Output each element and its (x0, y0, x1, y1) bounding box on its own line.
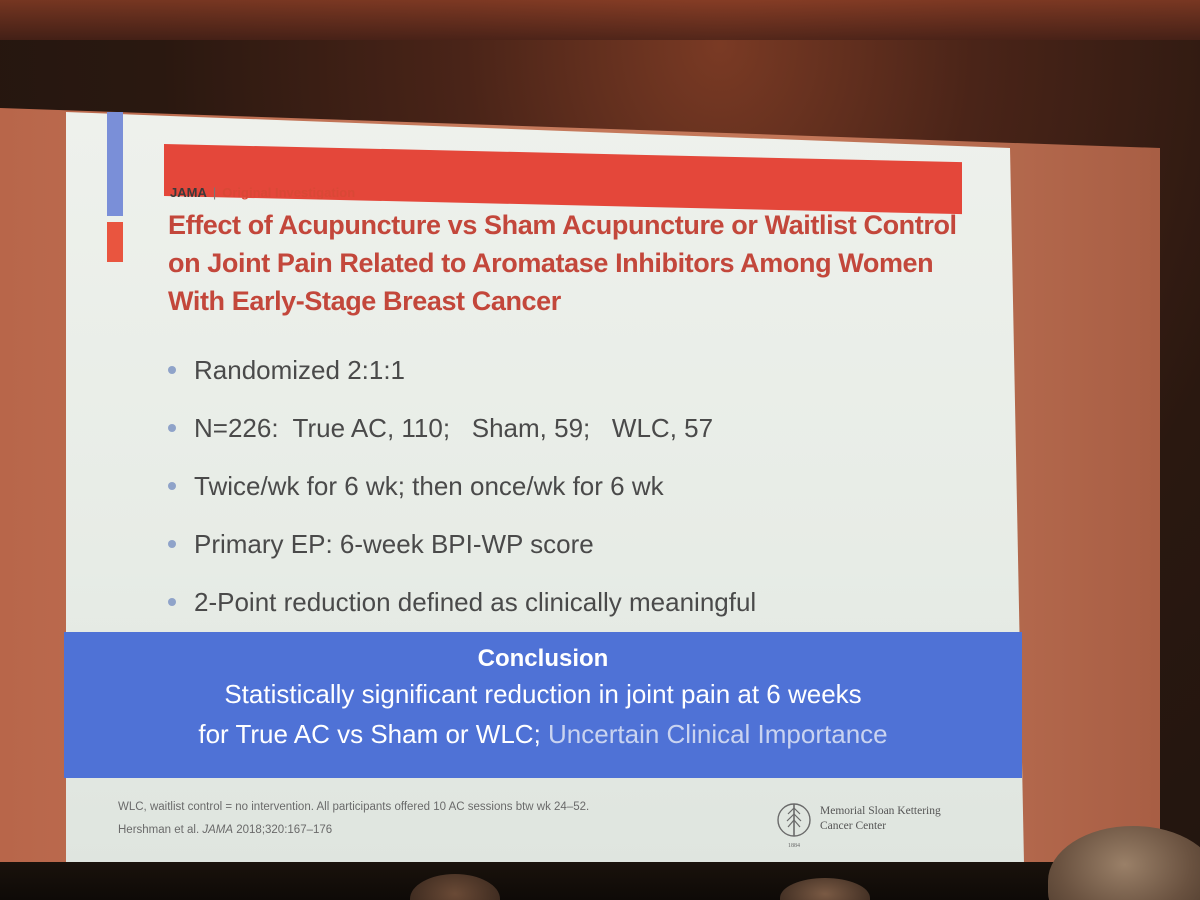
logo-year: 1884 (788, 843, 800, 849)
conclusion-line-2-main: for True AC vs Sham or WLC; (198, 719, 549, 749)
bullet-text: N=226: True AC, 110; Sham, 59; WLC, 57 (194, 413, 714, 443)
logo-name-line-2: Cancer Center (820, 820, 887, 832)
bullet-list: Randomized 2:1:1 N=226: True AC, 110; Sh… (166, 350, 986, 640)
bullet-text: Twice/wk for 6 wk; then once/wk for 6 wk (194, 471, 664, 501)
journal-name: JAMA (170, 185, 207, 200)
conclusion-line-2-muted: Uncertain Clinical Importance (548, 719, 888, 749)
article-title-line: Effect of Acupuncture vs Sham Acupunctur… (168, 210, 957, 240)
article-title-line: With Early-Stage Breast Cancer (168, 286, 561, 316)
journal-section: Original Investigation (222, 185, 356, 200)
citation-authors: Hershman et al. (118, 824, 203, 836)
msk-logo: 1884 Memorial Sloan Kettering Cancer Cen… (776, 796, 976, 856)
conclusion-heading: Conclusion (477, 645, 609, 672)
bullet-dot-icon (168, 482, 176, 490)
bullet-item: Randomized 2:1:1 (166, 350, 986, 408)
citation-journal: JAMA (202, 824, 234, 836)
article-title-line: on Joint Pain Related to Aromatase Inhib… (168, 248, 934, 278)
logo-text: Memorial Sloan Kettering Cancer Center (820, 804, 941, 834)
bullet-dot-icon (168, 598, 176, 606)
conclusion-line-1: Statistically significant reduction in j… (224, 679, 862, 709)
audience-area (0, 862, 1200, 900)
bullet-item: N=226: True AC, 110; Sham, 59; WLC, 57 (166, 408, 986, 466)
bullet-item: Primary EP: 6-week BPI-WP score (166, 524, 986, 582)
slide-side-accent-blue (107, 112, 123, 216)
bullet-dot-icon (168, 540, 176, 548)
slide-side-accent-red (107, 222, 123, 262)
slide-footer: WLC, waitlist control = no intervention.… (118, 796, 589, 842)
citation-details: 2018;320:167–176 (233, 824, 333, 836)
logo-name-line-1: Memorial Sloan Kettering (820, 805, 941, 817)
conclusion-line-2: for True AC vs Sham or WLC; Uncertain Cl… (64, 714, 1022, 754)
conclusion-box: Conclusion Statistically significant red… (64, 632, 1022, 778)
ceiling-light (0, 0, 1200, 40)
journal-label: JAMA | Original Investigation (170, 185, 355, 200)
bullet-dot-icon (168, 366, 176, 374)
footer-note: WLC, waitlist control = no intervention.… (118, 801, 590, 813)
bullet-dot-icon (168, 424, 176, 432)
bullet-text: Primary EP: 6-week BPI-WP score (194, 529, 594, 559)
journal-separator: | (212, 185, 217, 200)
bullet-text: Randomized 2:1:1 (194, 355, 406, 385)
audience-head (780, 878, 870, 900)
article-title: Effect of Acupuncture vs Sham Acupunctur… (168, 206, 968, 320)
bullet-text: 2-Point reduction defined as clinically … (194, 587, 757, 617)
footer-citation: Hershman et al. JAMA 2018;320:167–176 (118, 819, 589, 842)
bullet-item: Twice/wk for 6 wk; then once/wk for 6 wk (166, 466, 986, 524)
bullet-item: 2-Point reduction defined as clinically … (166, 582, 986, 640)
msk-emblem-icon: 1884 (777, 803, 811, 849)
